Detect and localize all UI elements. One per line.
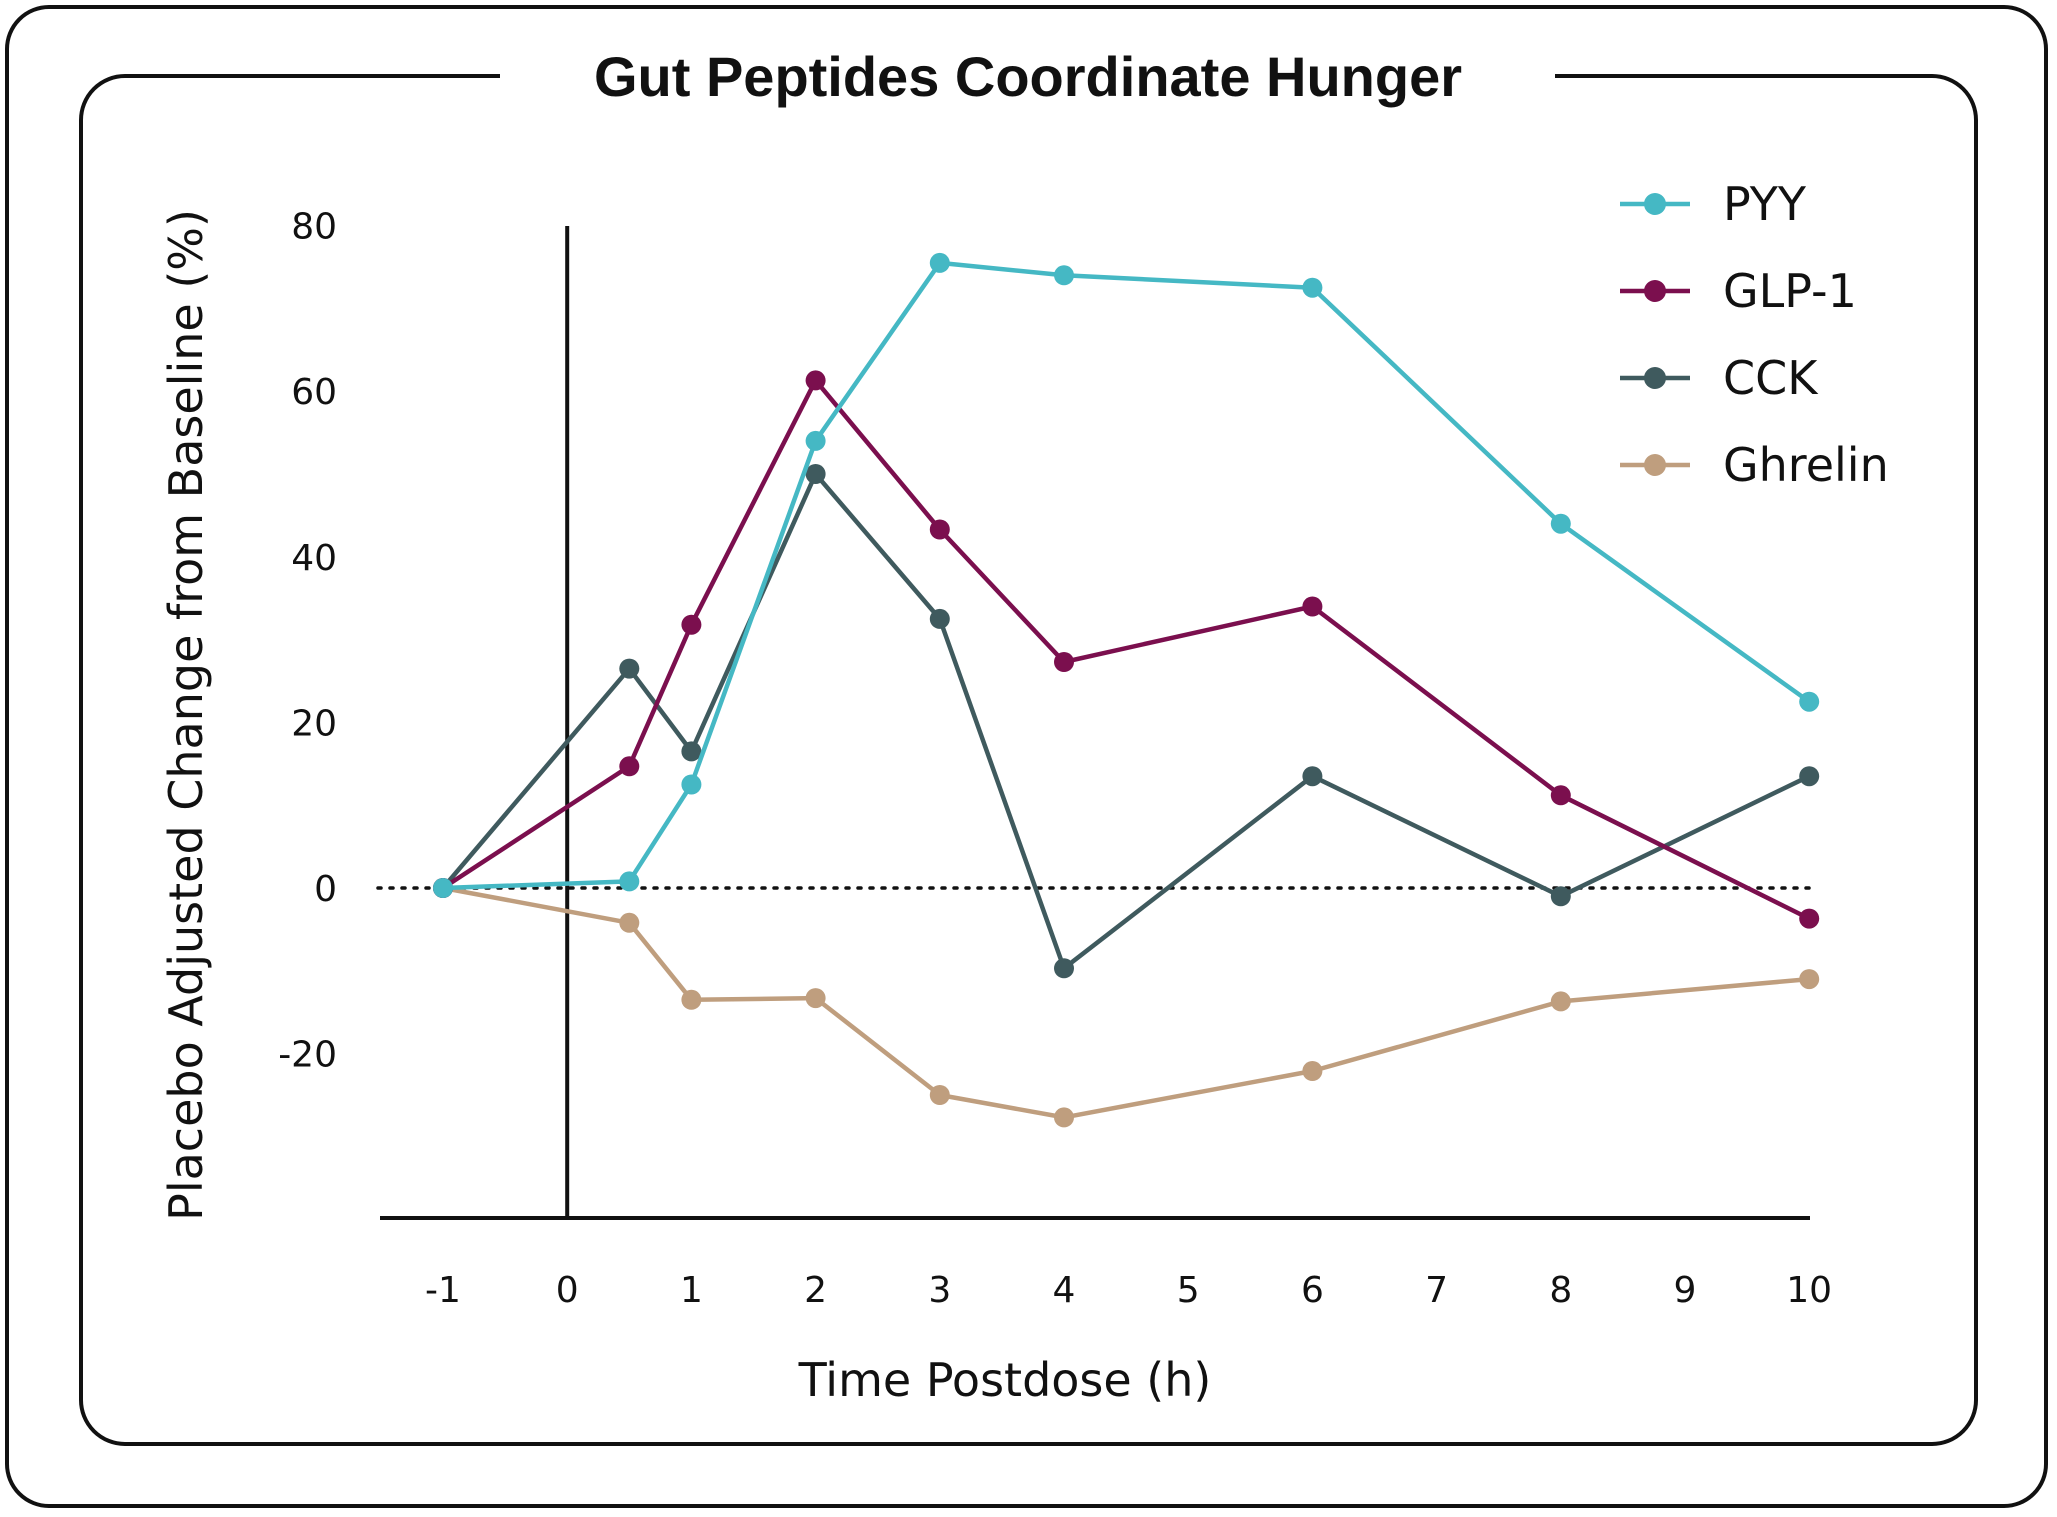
legend-label: GLP-1 [1723,264,1857,318]
series-line [441,378,1811,921]
data-point [619,912,640,933]
x-tick-label: 6 [1301,1270,1324,1311]
legend-swatch-marker [1644,193,1666,215]
x-tick-label: 8 [1549,1270,1572,1311]
x-tick-label: 1 [680,1270,703,1311]
x-tick-label: 0 [556,1270,579,1311]
data-point [1054,1107,1074,1128]
inner-panel-border [79,74,1978,1446]
y-tick-label: 80 [291,207,337,248]
y-axis-label: Placebo Adjusted Change from Baseline (%… [159,209,213,1221]
series-pyy [433,252,1820,898]
x-tick-label: 9 [1674,1270,1697,1311]
data-point [1302,766,1323,787]
data-point [1550,513,1571,534]
legend-item: GLP-1 [1620,264,1857,318]
data-point [1054,652,1074,672]
data-point [1799,969,1820,990]
data-point [681,774,702,795]
chart-title: Gut Peptides Coordinate Hunger [594,45,1462,108]
data-point [929,1085,950,1105]
data-point [1550,991,1571,1012]
data-point [805,464,826,484]
legend-swatch-marker [1644,454,1666,476]
data-point [433,878,453,898]
series-cck [433,464,1820,979]
legend-label: Ghrelin [1723,438,1889,492]
data-point [1302,596,1323,617]
y-tick-label: -20 [278,1035,337,1076]
data-point [1054,265,1074,286]
data-point [1054,958,1074,979]
y-tick-label: 60 [291,372,337,413]
data-point [681,989,702,1010]
legend-item: PYY [1620,177,1807,231]
data-point [1550,886,1571,907]
legend-item: Ghrelin [1620,438,1889,492]
data-point [929,608,950,629]
x-tick-label: -1 [425,1270,461,1311]
legend-label: CCK [1723,351,1819,405]
data-point [1550,785,1571,806]
axes: -1 0 1 2 3 4 5 6 7 8 9 10 80 60 40 20 0 -20 [278,207,1832,1311]
series-line [442,260,1811,891]
outer-frame [5,5,2048,1508]
y-tick-label: 20 [291,703,337,744]
y-tick-label: 0 [314,869,337,910]
data-point [929,252,950,273]
x-tick-label: 5 [1177,1270,1200,1311]
data-point [619,756,640,777]
x-tick-label: 7 [1425,1270,1448,1311]
data-point [681,614,702,635]
series-glp-1 [433,370,1820,929]
data-point [1302,1061,1323,1081]
data-point [929,519,950,540]
data-point [805,988,826,1009]
x-tick-label: 3 [928,1270,951,1311]
x-tick-label: 4 [1053,1270,1076,1311]
series-ghrelin [433,878,1820,1128]
data-point [805,370,826,391]
legend-swatch-marker [1644,367,1666,389]
x-tick-label: 2 [804,1270,827,1311]
data-point [1799,691,1820,712]
legend: PYY GLP-1 CCK Ghrelin [1620,177,1889,492]
data-point [805,430,826,451]
legend-item: CCK [1620,351,1819,405]
x-tick-label: 10 [1786,1270,1832,1311]
y-tick-label: 40 [291,538,337,579]
data-point [1799,908,1820,929]
data-point [619,658,640,679]
data-point [681,741,702,762]
data-point [1302,277,1323,298]
series-layer [433,252,1820,1128]
legend-swatch-marker [1644,280,1666,302]
legend-label: PYY [1723,177,1807,231]
x-axis-label: Time Postdose (h) [798,1353,1212,1407]
data-point [619,871,640,892]
data-point [1799,766,1820,787]
